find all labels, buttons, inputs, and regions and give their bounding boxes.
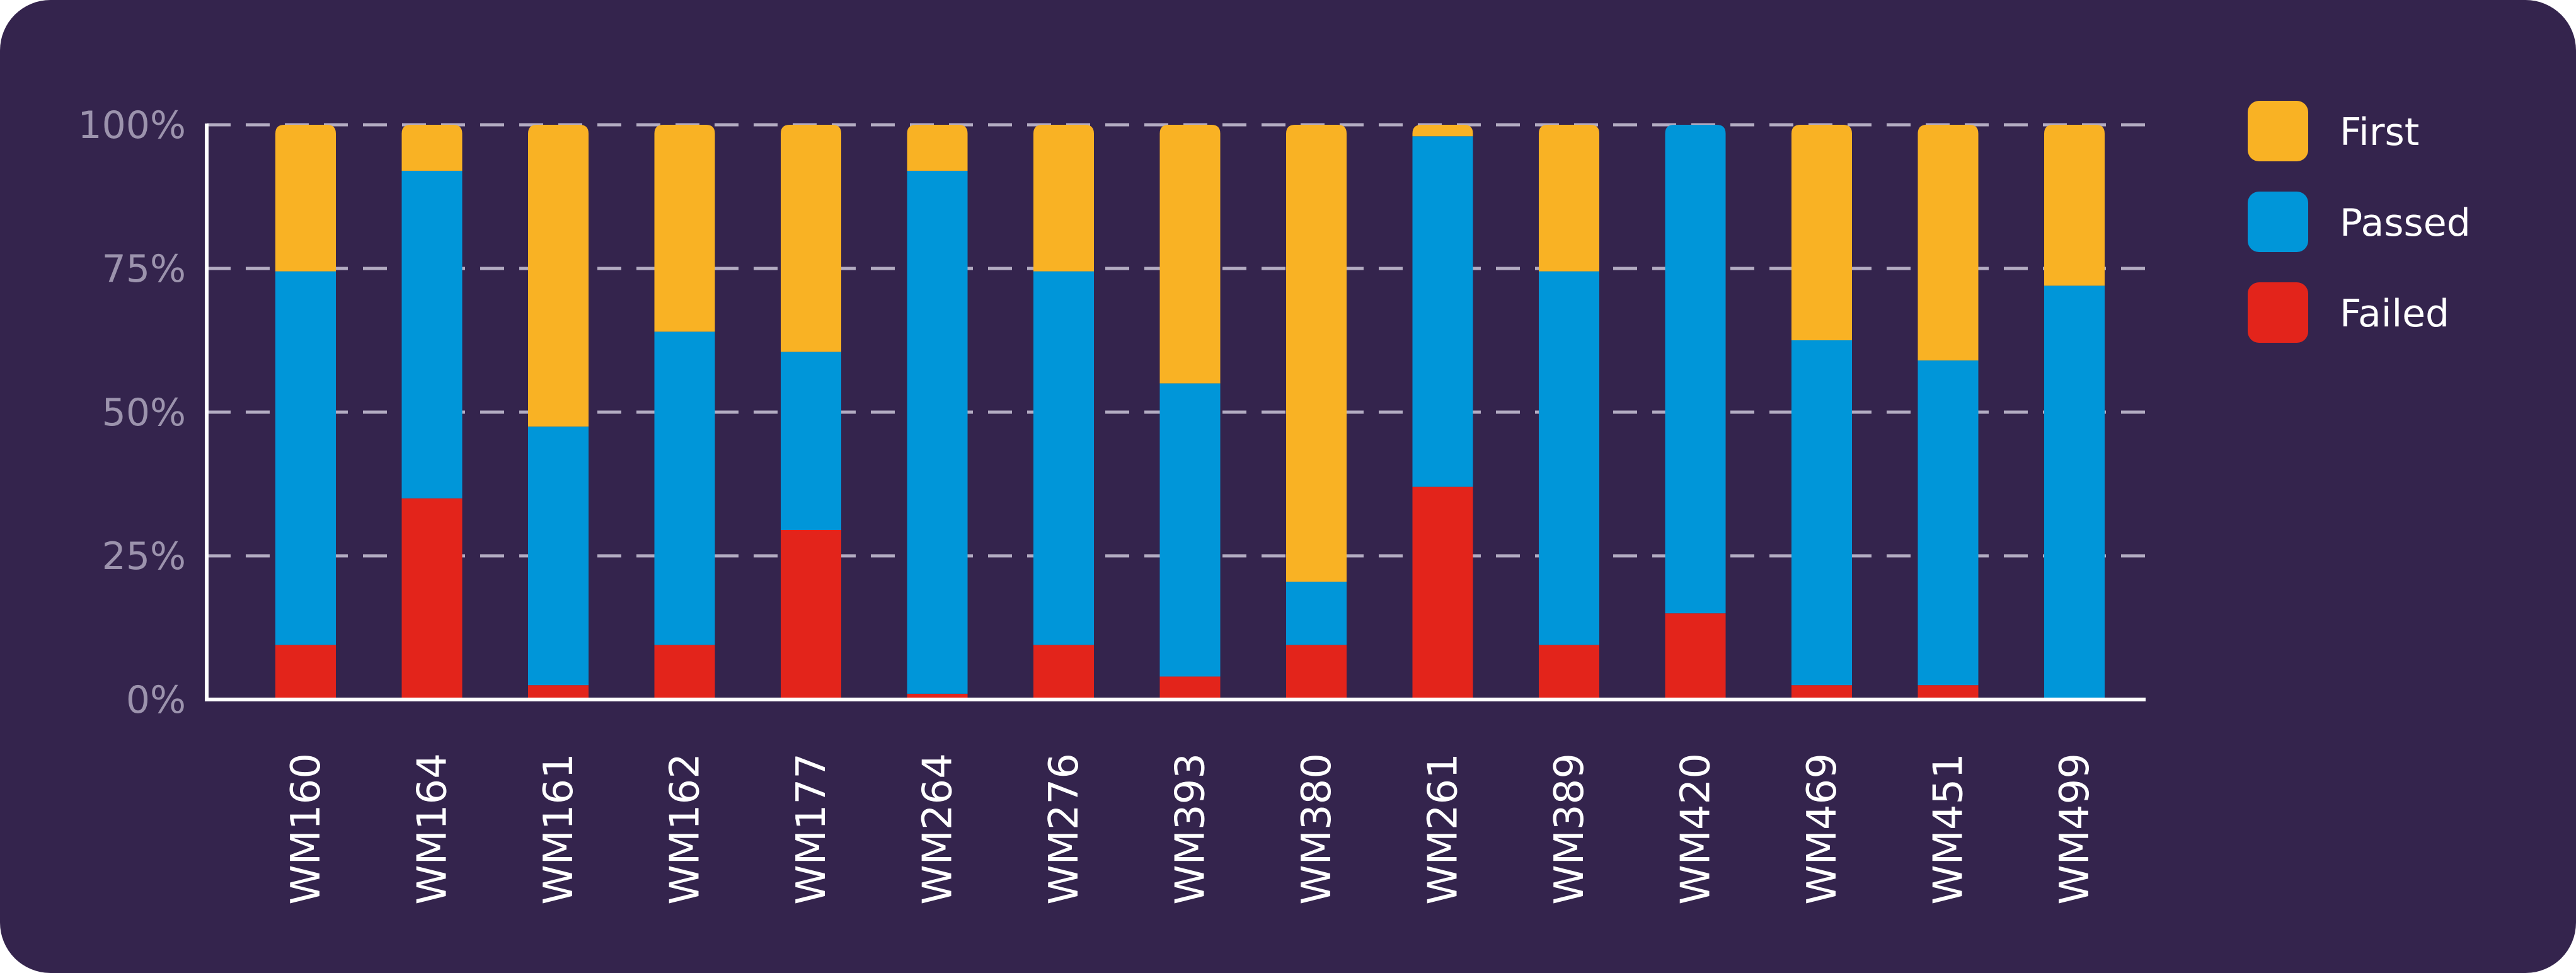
bar-segment-first [1033, 125, 1094, 272]
x-tick-label: WM389 [1546, 753, 1593, 905]
bar-segment-failed [1159, 676, 1221, 700]
bar-stack-wm261 [1412, 125, 1473, 700]
legend-swatch-first [2248, 101, 2308, 161]
bar-segment-passed [275, 271, 336, 645]
bar-stack-wm164 [401, 125, 463, 700]
bar-segment-first [1412, 125, 1473, 137]
bar-segment-first [1159, 125, 1221, 384]
y-tick-label: 25% [102, 534, 186, 579]
x-tick-label: WM276 [1041, 753, 1088, 905]
bar-segment-passed [1665, 125, 1726, 614]
bar-stack-wm393 [1159, 125, 1221, 700]
x-tick-label: WM162 [662, 753, 709, 905]
x-tick-label: WM451 [1926, 753, 1972, 905]
bar-segment-failed [654, 645, 715, 700]
legend-label-passed: Passed [2340, 201, 2471, 245]
bar-segment-first [2044, 125, 2105, 286]
bar-stack-wm420 [1665, 125, 1726, 700]
y-tick-label: 100% [78, 103, 186, 147]
y-tick-label: 75% [102, 247, 186, 291]
bar-segment-passed [1791, 340, 1852, 686]
legend-label-first: First [2340, 110, 2419, 154]
bar-segment-first [1791, 125, 1852, 340]
bar-segment-failed [1539, 645, 1599, 700]
legend-swatch-passed [2248, 192, 2308, 252]
x-tick-label: WM264 [915, 753, 962, 905]
bar-segment-first [781, 125, 841, 352]
bar-segment-passed [781, 352, 841, 530]
x-tick-label: WM160 [283, 753, 330, 905]
bar-segment-failed [907, 693, 968, 700]
bar-segment-first [275, 125, 336, 272]
x-tick-label: WM499 [2052, 753, 2098, 905]
x-tick-label: WM161 [536, 753, 582, 905]
bar-segment-first [401, 125, 463, 171]
bar-segment-passed [2044, 285, 2105, 700]
bar-segment-first [528, 125, 589, 427]
bar-segment-passed [654, 331, 715, 645]
bar-segment-failed [1033, 645, 1094, 700]
y-tick-label: 50% [102, 391, 186, 435]
bar-segment-passed [528, 426, 589, 686]
bar-segment-passed [401, 170, 463, 498]
bar-segment-passed [1412, 136, 1473, 487]
bar-stack-wm499 [2044, 125, 2105, 700]
bar-segment-failed [1286, 645, 1347, 700]
x-tick-label: WM469 [1799, 753, 1846, 905]
x-tick-label: WM261 [1420, 753, 1467, 905]
bar-stack-wm177 [781, 125, 841, 700]
bar-segment-failed [781, 529, 841, 700]
bar-segment-failed [1665, 613, 1726, 700]
bar-stack-wm161 [528, 125, 589, 700]
bar-segment-passed [1286, 582, 1347, 645]
bar-stack-wm264 [907, 125, 968, 700]
x-tick-label: WM420 [1673, 753, 1720, 905]
x-tick-label: WM177 [788, 753, 835, 905]
bar-stack-wm469 [1791, 125, 1852, 700]
bar-stack-wm276 [1033, 125, 1094, 700]
bar-segment-first [1286, 125, 1347, 582]
bar-segment-first [1918, 125, 1979, 360]
bar-segment-failed [275, 645, 336, 700]
bar-stack-wm451 [1918, 125, 1979, 700]
bar-stack-wm380 [1286, 125, 1347, 700]
bar-segment-passed [1918, 360, 1979, 686]
bar-segment-failed [1918, 685, 1979, 700]
bar-stack-wm389 [1539, 125, 1599, 700]
x-tick-label: WM393 [1168, 753, 1214, 905]
x-tick-label: WM164 [410, 753, 456, 905]
bar-segment-failed [528, 685, 589, 700]
y-tick-label: 0% [126, 678, 186, 722]
x-tick-label: WM380 [1294, 753, 1340, 905]
bar-segment-first [1539, 125, 1599, 272]
bar-segment-passed [1539, 271, 1599, 645]
legend-label-failed: Failed [2340, 292, 2449, 336]
bar-stack-wm160 [275, 125, 336, 700]
bar-segment-first [654, 125, 715, 332]
bar-segment-passed [1159, 383, 1221, 677]
bar-segment-passed [1033, 271, 1094, 645]
bar-stack-wm162 [654, 125, 715, 700]
legend-swatch-failed [2248, 282, 2308, 343]
bar-segment-first [907, 125, 968, 171]
bar-segment-failed [401, 498, 463, 700]
bar-segment-failed [1791, 685, 1852, 700]
bar-segment-passed [907, 170, 968, 694]
bar-segment-failed [1412, 486, 1473, 700]
